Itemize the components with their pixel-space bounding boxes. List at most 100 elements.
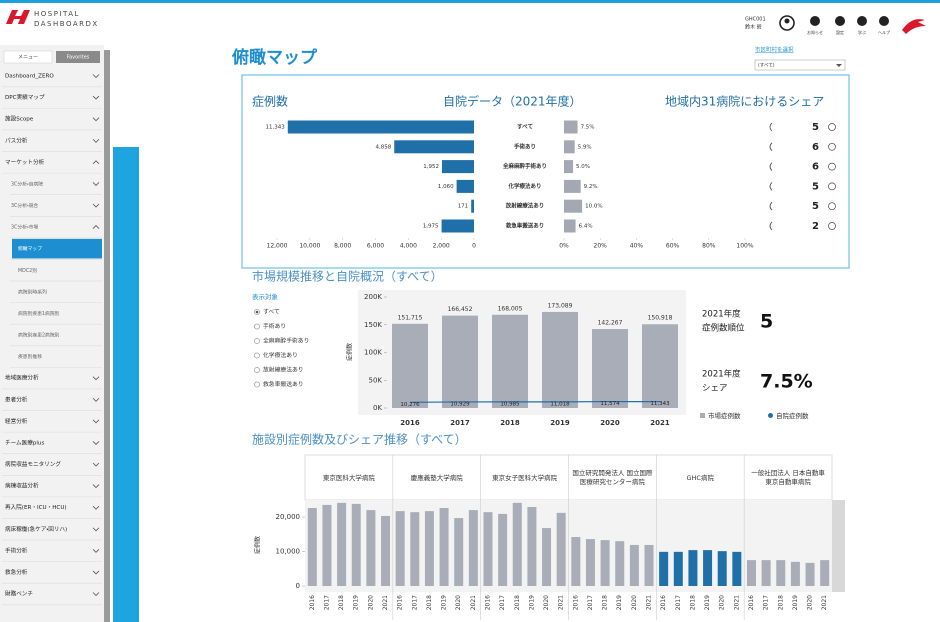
radio-label[interactable]: すべて bbox=[263, 309, 280, 316]
region-dropdown[interactable] bbox=[754, 59, 846, 71]
sidebar-tab-label[interactable]: Favorites bbox=[67, 55, 90, 61]
header-icon-label[interactable]: 学ぶ bbox=[858, 29, 866, 35]
radio[interactable] bbox=[254, 323, 260, 330]
radio[interactable] bbox=[254, 367, 260, 373]
x-tick-label: 2021 bbox=[558, 595, 565, 610]
rank-icon bbox=[828, 162, 836, 171]
x-tick-label: 2017 bbox=[450, 419, 470, 427]
hospital-name: 東京女子医科大学病院 bbox=[492, 473, 558, 482]
radio[interactable] bbox=[254, 352, 260, 359]
x-tick-label: 20% bbox=[594, 243, 608, 250]
menu-item[interactable]: 病床稼働(急ケア・回リハ) bbox=[5, 525, 67, 533]
sidebar-tab[interactable] bbox=[3, 50, 53, 64]
bar bbox=[790, 561, 800, 586]
x-tick-label: 2016 bbox=[748, 595, 755, 610]
header-icon[interactable] bbox=[835, 16, 845, 26]
menu-item[interactable]: 3C分析・競合 bbox=[11, 202, 38, 209]
user-avatar-head bbox=[784, 18, 790, 24]
bar bbox=[644, 544, 654, 586]
header-icon[interactable] bbox=[879, 16, 889, 26]
bar bbox=[492, 314, 528, 408]
bar bbox=[673, 551, 683, 586]
x-tick-label: 40% bbox=[630, 243, 644, 250]
radio-label[interactable]: 救急車搬送あり bbox=[263, 380, 304, 388]
menu-item[interactable]: 施設Scope bbox=[5, 115, 34, 123]
x-tick-label: 2020 bbox=[367, 595, 374, 610]
menu-item[interactable]: マーケット分析 bbox=[5, 158, 45, 166]
bar bbox=[471, 199, 474, 213]
facility-scrollbar[interactable] bbox=[832, 500, 845, 592]
x-tick-label: 2017 bbox=[675, 595, 682, 610]
bar bbox=[441, 160, 474, 174]
value-label: 6.4% bbox=[579, 224, 593, 230]
rank-value: 5 bbox=[812, 181, 819, 192]
bar bbox=[441, 219, 474, 233]
radio-label[interactable]: 放射線療法あり bbox=[263, 366, 304, 374]
radio-label[interactable]: 全麻麻酔手術あり bbox=[263, 337, 309, 345]
menu-chevron bbox=[92, 376, 100, 381]
paren bbox=[769, 201, 773, 211]
header-icon-label[interactable]: 設定 bbox=[836, 29, 844, 35]
bar bbox=[542, 528, 552, 586]
kpi-label: 2021年度 bbox=[702, 309, 741, 320]
bar bbox=[456, 179, 474, 193]
header-icon-label[interactable]: お知らせ bbox=[807, 29, 823, 35]
menu-item[interactable]: チーム医療plus bbox=[5, 438, 44, 446]
paren bbox=[769, 142, 773, 152]
menu-item[interactable]: 手術分析 bbox=[5, 546, 28, 554]
menu-item[interactable]: 病棟収益分析 bbox=[5, 482, 39, 490]
menu-item[interactable]: 病院別時系列 bbox=[18, 288, 47, 295]
menu-item[interactable]: 病院収益モニタリング bbox=[5, 460, 61, 468]
x-tick-label: 2019 bbox=[441, 595, 448, 610]
menu-item[interactable]: 地域医療分析 bbox=[5, 374, 39, 382]
paren bbox=[769, 221, 773, 231]
bar bbox=[585, 539, 595, 586]
x-tick-label: 2019 bbox=[616, 595, 623, 610]
menu-item[interactable]: 再入院(ER・ICU・HCU) bbox=[5, 503, 67, 511]
radio[interactable] bbox=[254, 338, 260, 344]
rank-value: 5 bbox=[812, 201, 819, 212]
menu-item[interactable]: 病院別疾患1病院別 bbox=[18, 310, 60, 317]
menu-item[interactable]: DPC実績マップ bbox=[5, 93, 45, 101]
sidebar-scrollbar[interactable] bbox=[104, 50, 110, 622]
menu-item[interactable]: 俯瞰マップ bbox=[18, 245, 42, 252]
radio[interactable] bbox=[254, 381, 260, 388]
legend-swatch bbox=[700, 413, 705, 418]
x-tick-label: 2021 bbox=[650, 419, 670, 427]
menu-item[interactable]: 疾患別推移 bbox=[18, 353, 42, 360]
header-icon[interactable] bbox=[810, 16, 820, 26]
bar bbox=[454, 518, 464, 586]
menu-item[interactable]: パス分析 bbox=[5, 136, 28, 144]
header-icon-label[interactable]: ヘルプ bbox=[878, 29, 890, 35]
x-tick-label: 6,000 bbox=[367, 243, 384, 250]
user-avatar[interactable] bbox=[779, 15, 795, 31]
menu-item[interactable]: 3C分析・市場 bbox=[11, 224, 38, 231]
menu-item[interactable]: 患者分析 bbox=[5, 395, 28, 403]
header-icon[interactable] bbox=[857, 16, 867, 26]
sidebar-tab[interactable] bbox=[56, 51, 100, 63]
hospital-header: 慶應義塾大学病院 bbox=[411, 474, 463, 482]
bar bbox=[615, 541, 625, 586]
side-accent bbox=[113, 147, 139, 622]
legend-label: 自院症例数 bbox=[776, 411, 809, 420]
radio-label[interactable]: 手術あり bbox=[263, 322, 286, 330]
x-tick-label: 2019 bbox=[528, 595, 535, 610]
radio-label[interactable]: 化学療法あり bbox=[263, 351, 298, 359]
value-label: 166,452 bbox=[448, 306, 473, 313]
x-tick-label: 2018 bbox=[514, 595, 521, 610]
filter-value[interactable]: (すべて) bbox=[758, 62, 775, 69]
sidebar bbox=[0, 45, 104, 622]
sidebar-tab-label[interactable]: メニュー bbox=[18, 55, 38, 61]
menu-item[interactable]: Dashboard_ZERO bbox=[5, 74, 54, 80]
x-tick-label: 8,000 bbox=[334, 243, 351, 250]
filter-label[interactable]: 市区町村を選択 bbox=[755, 46, 794, 54]
menu-chevron bbox=[92, 225, 100, 229]
menu-item[interactable]: 病院別疾患2病院別 bbox=[18, 332, 60, 339]
menu-item[interactable]: 救急分析 bbox=[5, 568, 28, 576]
y-tick-label: 0 bbox=[296, 582, 300, 590]
menu-item[interactable]: 財務ベンチ bbox=[5, 590, 33, 598]
menu-item[interactable]: MDC2別 bbox=[18, 267, 37, 274]
menu-item[interactable]: 経営分析 bbox=[5, 417, 28, 425]
y-tick-label: 150K bbox=[364, 321, 382, 329]
menu-item[interactable]: 3C分析・自病院 bbox=[11, 180, 43, 187]
